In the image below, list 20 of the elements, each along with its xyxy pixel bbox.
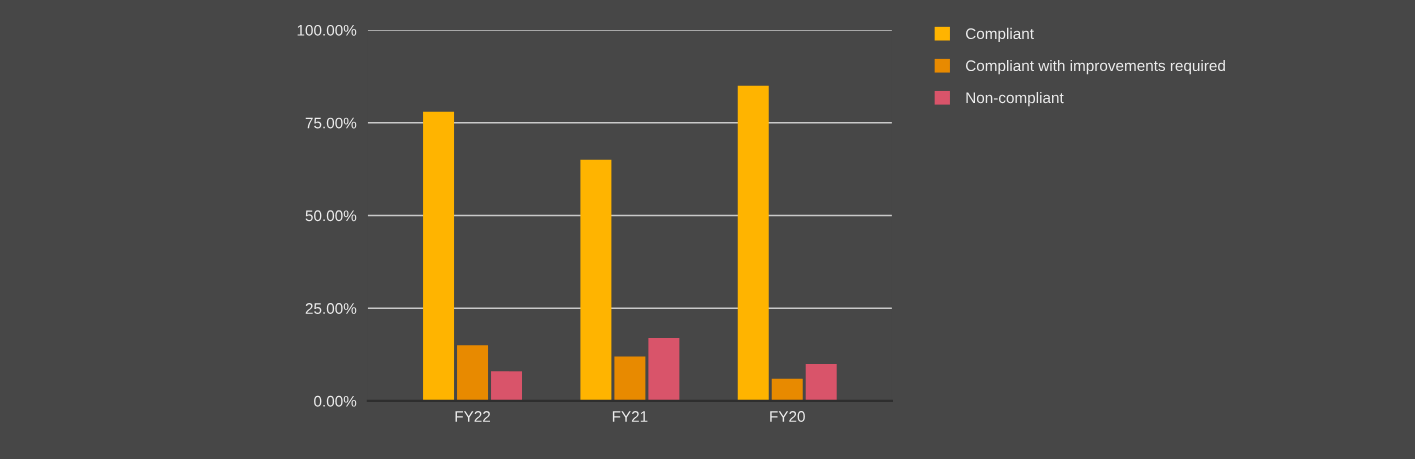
- y-tick-label: 0.00%: [314, 395, 357, 407]
- y-tick-label: 75.00%: [305, 117, 357, 129]
- x-tick-label: FY20: [770, 411, 805, 422]
- y-tick-label: 50.00%: [305, 210, 357, 222]
- bar: [491, 371, 523, 401]
- y-tick-label: 100.00%: [297, 24, 357, 36]
- bar: [457, 345, 489, 401]
- legend-label: Non-compliant: [966, 91, 1064, 107]
- bar: [580, 159, 612, 401]
- bar: [423, 111, 455, 401]
- x-tick-label: FY22: [455, 411, 491, 422]
- legend-label: Compliant with improvements required: [966, 59, 1225, 75]
- bar: [614, 356, 646, 401]
- bar: [805, 363, 837, 401]
- bar: [737, 85, 769, 401]
- bar: [648, 337, 680, 401]
- legend-label: Compliant: [966, 27, 1034, 43]
- bar: [771, 378, 803, 401]
- x-tick-label: FY21: [612, 411, 648, 422]
- y-tick-label: 25.00%: [305, 303, 357, 314]
